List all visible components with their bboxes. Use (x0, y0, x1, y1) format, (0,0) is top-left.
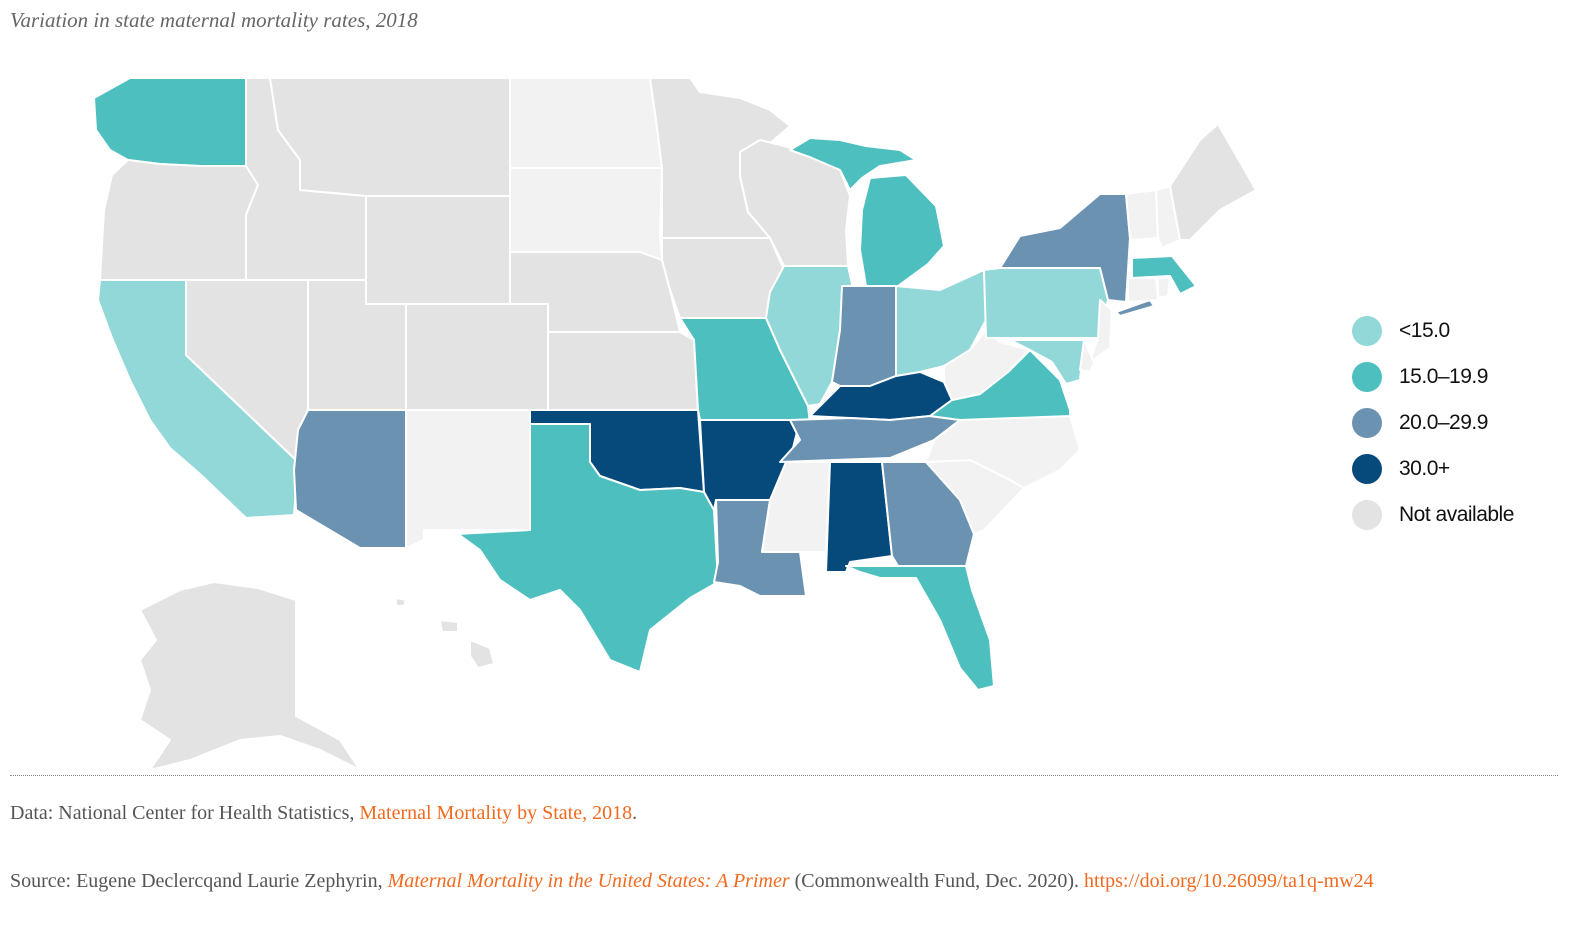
state-DE[interactable] (1079, 339, 1095, 373)
state-WY[interactable] (365, 195, 511, 305)
data-note: Data: National Center for Health Statist… (10, 797, 1550, 830)
legend-swatch (1352, 408, 1382, 438)
state-WA[interactable] (93, 77, 247, 167)
us-map (93, 77, 1257, 771)
state-MS[interactable] (761, 461, 831, 553)
legend-label: <15.0 (1399, 319, 1450, 342)
state-AZ[interactable] (293, 409, 407, 549)
legend-swatch (1352, 454, 1382, 484)
state-IN[interactable] (831, 285, 897, 387)
state-SD[interactable] (509, 167, 663, 261)
legend-label: Not available (1399, 503, 1514, 526)
state-HI[interactable] (469, 639, 495, 669)
state-HI-2[interactable] (439, 619, 459, 633)
state-IL[interactable] (765, 265, 853, 407)
legend-item-15to20: 15.0–19.9 (1352, 354, 1514, 400)
source-note-prefix: Source: Eugene Declercqand Laurie Zephyr… (10, 870, 388, 892)
state-NM[interactable] (405, 409, 531, 549)
state-MI[interactable] (859, 174, 945, 287)
state-ND[interactable] (509, 77, 663, 169)
state-AL[interactable] (825, 461, 893, 573)
state-VT[interactable] (1125, 189, 1159, 241)
state-WV[interactable] (943, 329, 1031, 401)
doi-link[interactable]: https://doi.org/10.26099/ta1q-mw24 (1084, 870, 1374, 892)
legend-item-20to30: 20.0–29.9 (1352, 400, 1514, 446)
state-MT[interactable] (269, 77, 511, 197)
legend-label: 15.0–19.9 (1399, 365, 1488, 388)
divider (10, 775, 1558, 776)
state-OR[interactable] (99, 159, 259, 281)
state-FL[interactable] (845, 565, 995, 691)
state-NY-LI[interactable] (1115, 299, 1155, 317)
data-source-link[interactable]: Maternal Mortality by State, 2018 (359, 802, 633, 824)
state-MI-UP[interactable] (789, 137, 917, 191)
state-ME[interactable] (1169, 123, 1257, 241)
legend-item-lt15: <15.0 (1352, 308, 1514, 354)
legend-swatch (1352, 362, 1382, 392)
state-TX[interactable] (457, 423, 719, 673)
state-PA[interactable] (983, 267, 1109, 339)
state-IA[interactable] (661, 237, 785, 319)
map-legend: <15.0 15.0–19.9 20.0–29.9 30.0+ Not avai… (1352, 308, 1514, 538)
legend-item-na: Not available (1352, 492, 1514, 538)
legend-label: 20.0–29.9 (1399, 411, 1488, 434)
state-NH[interactable] (1155, 185, 1181, 249)
legend-swatch (1352, 316, 1382, 346)
source-note-middle: (Commonwealth Fund, Dec. 2020). (789, 870, 1085, 892)
legend-swatch (1352, 500, 1382, 530)
legend-label: 30.0+ (1399, 457, 1450, 480)
state-AK[interactable] (139, 581, 361, 771)
state-KS[interactable] (547, 331, 699, 411)
state-CO[interactable] (405, 303, 549, 411)
map-title: Variation in state maternal mortality ra… (10, 8, 418, 32)
state-RI[interactable] (1157, 277, 1171, 299)
source-title-link[interactable]: Maternal Mortality in the United States:… (387, 870, 790, 892)
state-NJ[interactable] (1089, 299, 1113, 363)
state-HI-3[interactable] (395, 597, 407, 607)
source-note: Source: Eugene Declercqand Laurie Zephyr… (10, 865, 1550, 898)
data-note-prefix: Data: National Center for Health Statist… (10, 802, 360, 824)
legend-item-30plus: 30.0+ (1352, 446, 1514, 492)
data-note-suffix: . (632, 802, 638, 824)
state-CT[interactable] (1127, 277, 1159, 303)
